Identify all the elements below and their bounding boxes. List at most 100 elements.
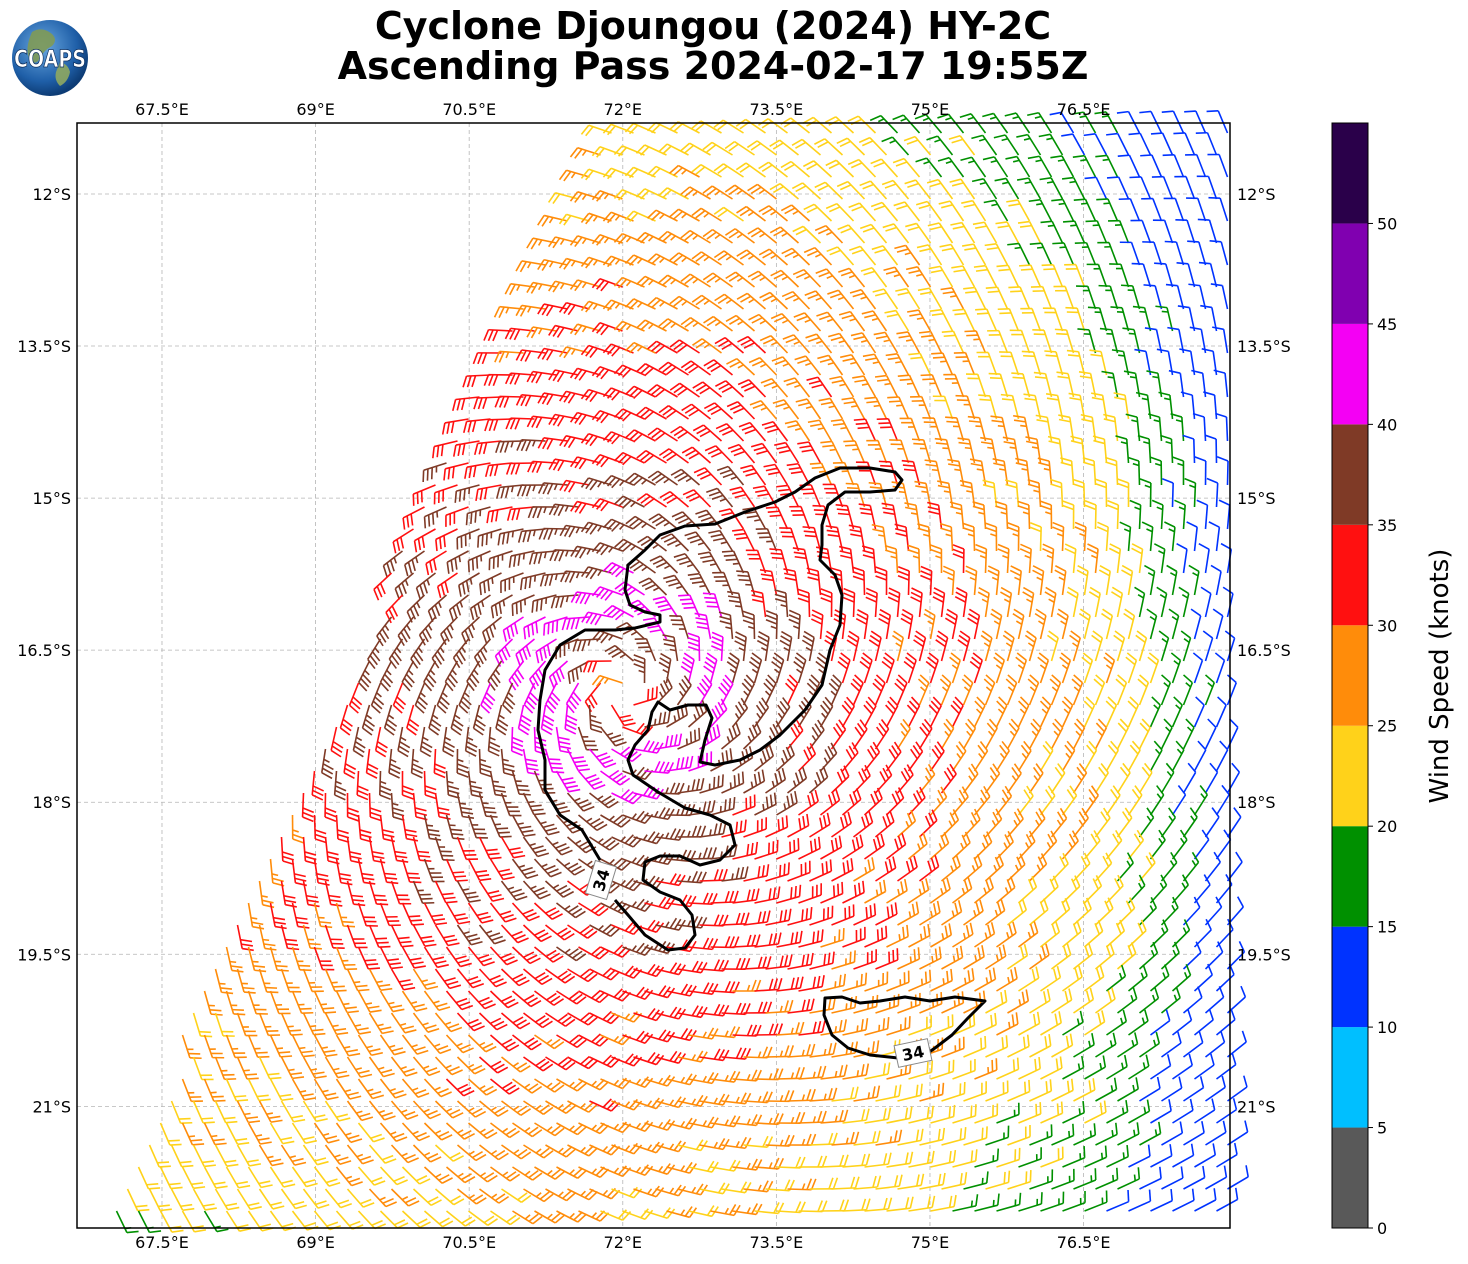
- colorbar-bin-20-25: [1332, 725, 1368, 827]
- wind-barb: [714, 336, 745, 354]
- wind-barb: [580, 124, 612, 137]
- wind-barb: [985, 286, 1009, 310]
- wind-barb: [1184, 110, 1207, 134]
- wind-barb: [1150, 132, 1174, 156]
- lat-tick-label-left: 16.5°S: [17, 641, 71, 660]
- wind-barb: [926, 135, 954, 156]
- wind-barb: [548, 324, 579, 338]
- wind-barb: [1143, 284, 1163, 310]
- wind-barb: [680, 316, 711, 332]
- wind-barb: [903, 135, 932, 156]
- wind-barb: [1039, 177, 1064, 200]
- wind-barb: [1106, 132, 1130, 156]
- wind-barb: [658, 230, 689, 244]
- wind-barb: [805, 333, 833, 354]
- lat-tick-label-left: 12°S: [32, 185, 71, 204]
- wind-barb: [983, 199, 1009, 222]
- wind-barb: [1086, 263, 1108, 288]
- map-gridlines: [77, 123, 1230, 1228]
- wind-barb: [937, 156, 965, 178]
- wind-barb: [1128, 132, 1152, 156]
- wind-barb: [537, 214, 568, 227]
- wind-barb: [1016, 133, 1042, 156]
- wind-barb: [984, 242, 1009, 266]
- wind-barb: [580, 344, 612, 359]
- lat-tick-label-left: 21°S: [32, 1097, 71, 1116]
- wind-barb: [973, 264, 998, 288]
- wind-barb: [1053, 285, 1075, 310]
- wind-barb: [1185, 153, 1207, 178]
- colorbar-tick-label: 0: [1377, 1219, 1387, 1238]
- wind-barb: [569, 191, 601, 203]
- lon-tick-label-bottom: 67.5°E: [135, 1233, 189, 1252]
- colorbar-tick-label: 15: [1377, 918, 1397, 937]
- wind-barb: [814, 138, 844, 156]
- wind-barb: [770, 312, 800, 332]
- wind-barb: [1084, 176, 1108, 200]
- colorbar-tick-label: 45: [1377, 315, 1397, 334]
- wind-barb: [1173, 132, 1196, 156]
- wind-barb: [1073, 198, 1097, 222]
- wind-barb: [1008, 286, 1031, 310]
- wind-barb: [803, 246, 833, 266]
- wind-barb: [758, 161, 788, 178]
- wind-barb: [558, 346, 590, 359]
- wind-barb: [1076, 285, 1097, 310]
- lon-tick-label-top: 70.5°E: [442, 100, 496, 119]
- wind-barb: [1152, 219, 1174, 244]
- wind-barb: [758, 205, 789, 222]
- wind-barb: [915, 157, 943, 178]
- wind-barb: [825, 159, 855, 178]
- wind-barb: [1062, 220, 1086, 244]
- lon-tick-label-top: 72°E: [604, 100, 642, 119]
- wind-barb: [816, 311, 844, 332]
- lon-tick-label-bottom: 72°E: [604, 1233, 642, 1252]
- wind-barb: [1098, 284, 1119, 310]
- wind-barb: [905, 266, 932, 288]
- wind-barb: [702, 272, 733, 288]
- lon-tick-label-top: 69°E: [296, 100, 334, 119]
- wind-barb: [1118, 197, 1141, 222]
- wind-barb: [1027, 155, 1053, 178]
- wind-barb: [871, 245, 899, 266]
- title-line-2: Ascending Pass 2024-02-17 19:55Z: [337, 44, 1089, 88]
- wind-barb: [1155, 305, 1174, 332]
- wind-barb: [1074, 241, 1097, 266]
- wind-barb: [472, 352, 502, 365]
- wind-barb: [569, 146, 601, 159]
- wind-barb: [1007, 242, 1031, 266]
- wind-barb: [724, 140, 755, 156]
- wind-barb: [680, 142, 711, 156]
- wind-barb: [938, 200, 965, 222]
- wind-barb: [736, 205, 766, 222]
- wind-barb: [940, 287, 965, 310]
- wind-barb: [1164, 240, 1185, 266]
- wind-barb: [870, 201, 899, 222]
- wind-barb: [1032, 329, 1053, 354]
- wind-barb: [702, 185, 733, 200]
- wind-barb: [736, 292, 767, 310]
- lat-tick-label-right: 13.5°S: [1237, 337, 1291, 356]
- wind-barb: [569, 323, 601, 336]
- wind-barb: [1196, 175, 1218, 200]
- wind-barb: [1197, 218, 1218, 244]
- wind-barb: [1174, 175, 1196, 200]
- wind-barb: [1020, 307, 1042, 332]
- wind-barb: [860, 267, 888, 288]
- colorbar-bin-35-40: [1332, 424, 1368, 525]
- wind-barb: [982, 156, 1009, 178]
- wind-barb: [1175, 218, 1196, 244]
- wind-barb: [1009, 329, 1031, 354]
- wind-barb: [558, 169, 590, 182]
- lon-tick-label-top: 76.5°E: [1057, 100, 1111, 119]
- wind-barb: [881, 136, 910, 156]
- wind-barb: [1051, 198, 1075, 222]
- wind-barb: [892, 157, 921, 178]
- wind-barb: [569, 279, 601, 292]
- colorbar-tick-label: 35: [1377, 516, 1397, 535]
- wind-barb: [580, 300, 612, 313]
- wind-barb: [1107, 219, 1130, 244]
- wind-barb: [748, 313, 778, 332]
- wind-barb: [916, 244, 943, 266]
- wind-barb: [735, 162, 766, 178]
